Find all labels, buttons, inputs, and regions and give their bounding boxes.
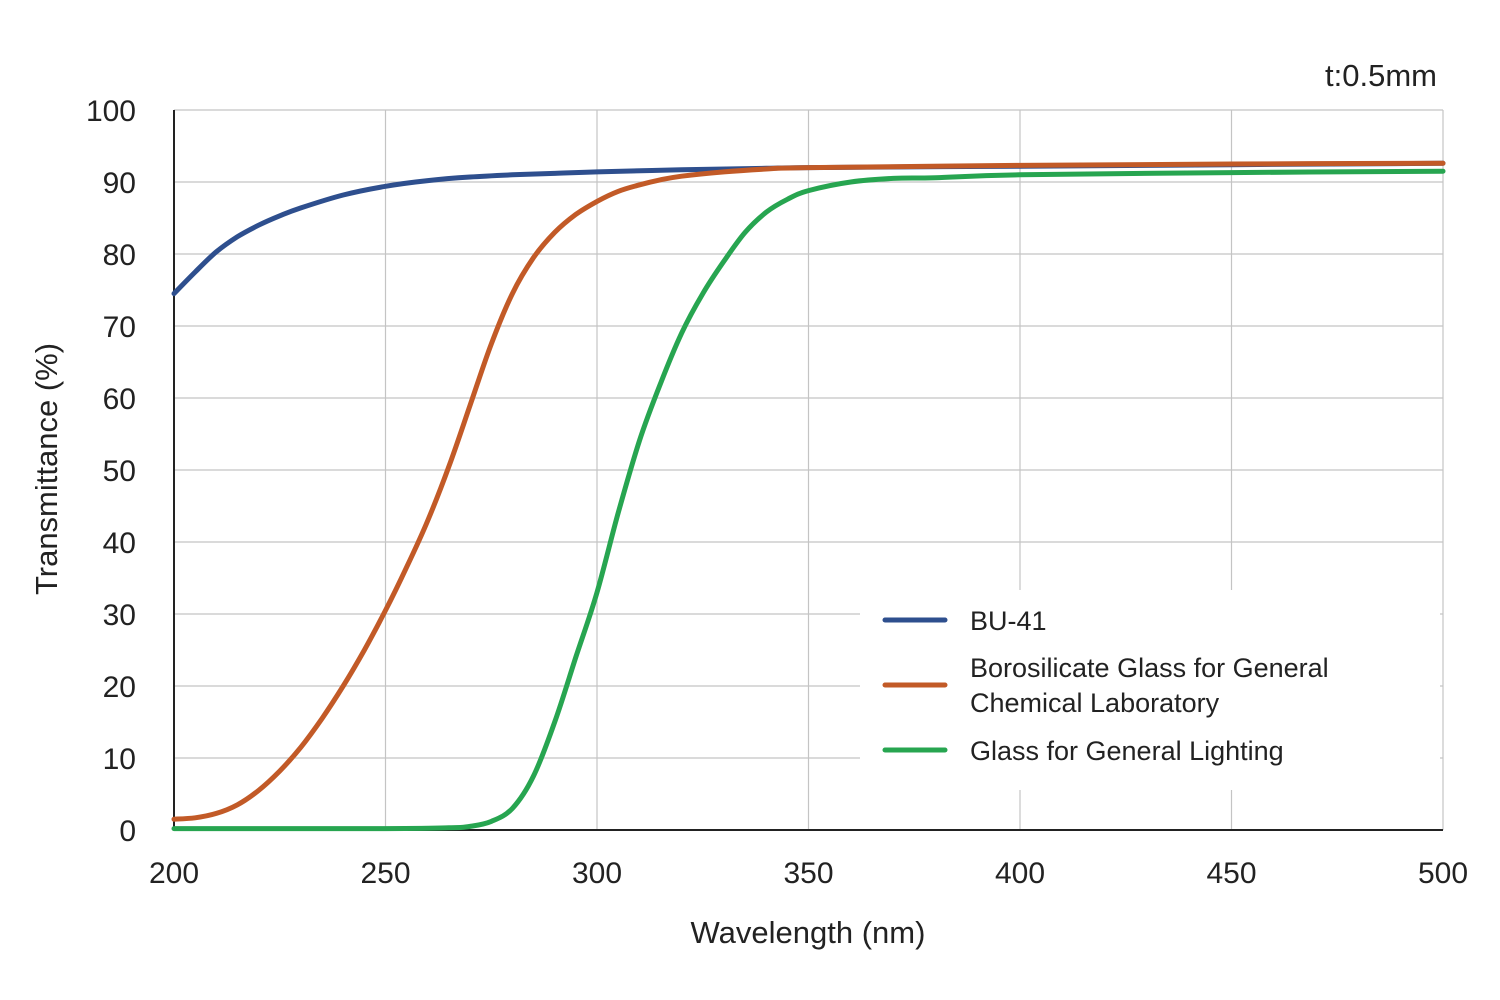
y-tick-label: 0 (119, 815, 136, 848)
x-tick-label: 300 (572, 857, 622, 890)
series-line-borosilicate-glass (171, 160, 1446, 822)
grid (174, 109, 1444, 830)
y-tick-label: 60 (103, 383, 136, 416)
y-tick-label: 100 (86, 95, 136, 128)
y-tick-label: 80 (103, 239, 136, 272)
legend: BU-41 Borosilicate Glass for General Chemi… (882, 606, 1329, 766)
annotation-thickness: t:0.5mm (1325, 58, 1437, 93)
y-tick-label: 40 (103, 527, 136, 560)
y-tick-label: 20 (103, 671, 136, 704)
y-tick-label: 90 (103, 167, 136, 200)
legend-label: Borosilicate Glass for General Chemical L… (970, 653, 1329, 718)
legend-item-general-lighting-glass: Glass for General Lighting (882, 736, 1284, 766)
x-tick-label: 500 (1418, 857, 1468, 890)
y-tick-label: 70 (103, 311, 136, 344)
y-tick-label: 50 (103, 455, 136, 488)
x-tick-label: 250 (360, 857, 410, 890)
legend-label: BU-41 (970, 606, 1047, 636)
x-tick-label: 400 (995, 857, 1045, 890)
y-axis-title: Transmittance (%) (29, 343, 64, 595)
x-tick-label: 200 (149, 857, 199, 890)
x-axis-title: Wavelength (nm) (691, 915, 926, 950)
y-tick-label: 30 (103, 599, 136, 632)
legend-item-bu-41: BU-41 (882, 606, 1047, 636)
tick-labels: 200 250 300 350 400 450 500 0 10 20 30 40 50 60 70 80 90… (86, 95, 1468, 890)
series-lines (171, 160, 1446, 832)
legend-label: Glass for General Lighting (970, 736, 1284, 766)
legend-item-borosilicate-glass: Borosilicate Glass for General Chemical L… (882, 653, 1329, 718)
legend-background (860, 590, 1440, 790)
series-line-general-lighting-glass (171, 168, 1446, 832)
y-tick-label: 10 (103, 743, 136, 776)
x-tick-label: 350 (783, 857, 833, 890)
x-tick-label: 450 (1206, 857, 1256, 890)
